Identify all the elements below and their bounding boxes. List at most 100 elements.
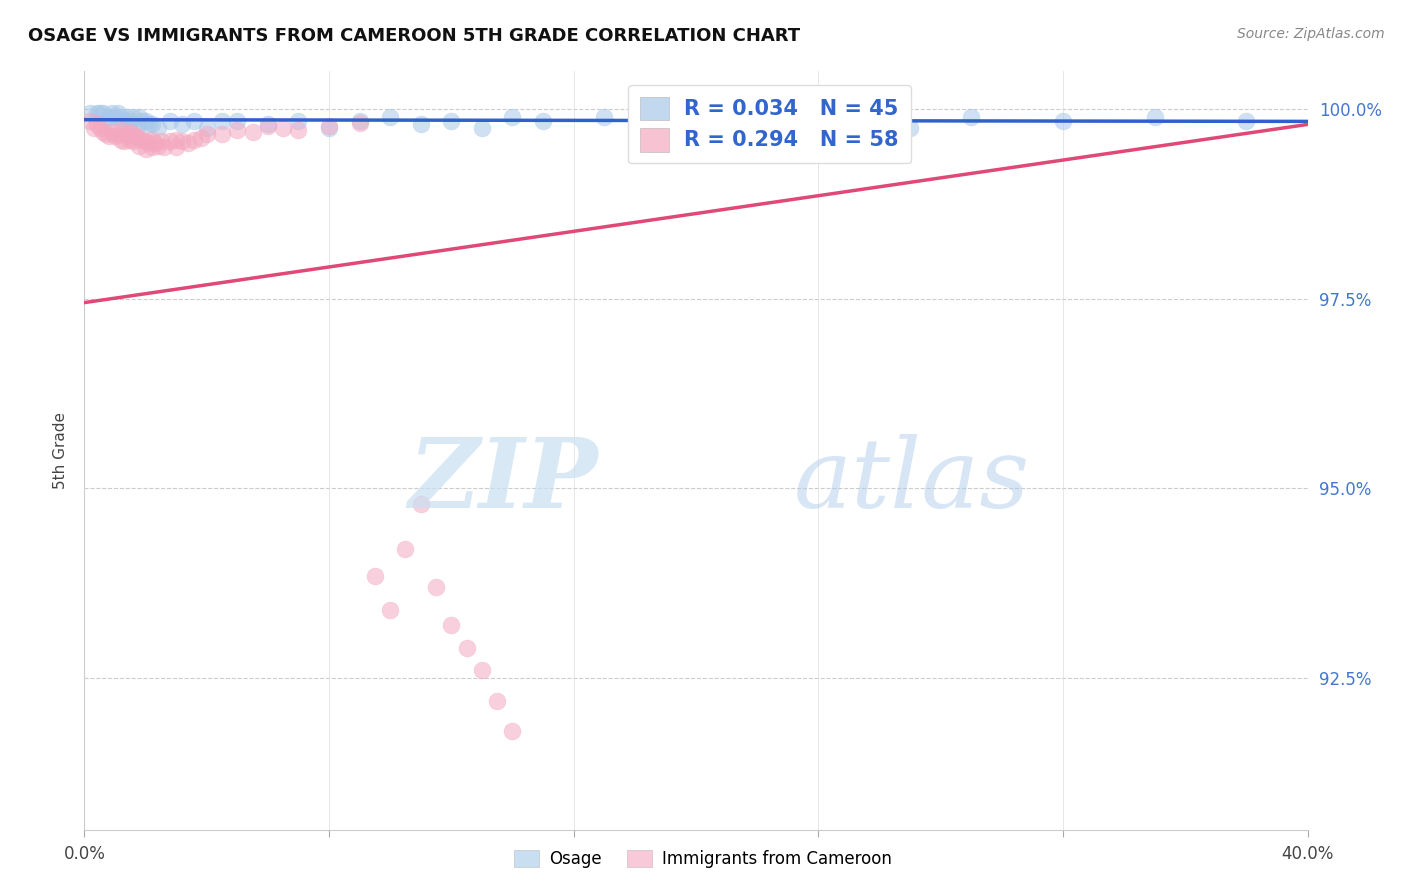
Point	[79, 113, 101, 128]
Point	[364, 568, 387, 582]
Point	[101, 106, 124, 120]
Point	[165, 140, 187, 154]
Point	[1052, 113, 1074, 128]
Point	[394, 542, 416, 557]
Point	[531, 113, 554, 128]
Point	[409, 117, 432, 131]
Point	[138, 136, 160, 151]
Point	[183, 113, 205, 128]
Point	[141, 117, 163, 131]
Point	[94, 127, 117, 141]
Point	[257, 119, 280, 133]
Point	[94, 113, 117, 128]
Point	[110, 132, 132, 146]
Point	[226, 123, 249, 137]
Point	[159, 113, 181, 128]
Point	[146, 138, 169, 153]
Point	[211, 127, 233, 141]
Point	[195, 127, 218, 141]
Legend: Osage, Immigrants from Cameroon: Osage, Immigrants from Cameroon	[508, 843, 898, 875]
Point	[115, 128, 138, 143]
Point	[128, 138, 150, 153]
Point	[318, 121, 340, 136]
Point	[409, 497, 432, 511]
Point	[380, 602, 402, 616]
Point	[115, 110, 138, 124]
Point	[380, 110, 402, 124]
Point	[149, 134, 172, 148]
Point	[471, 121, 494, 136]
Point	[1143, 110, 1166, 124]
Point	[1236, 113, 1258, 128]
Point	[143, 136, 166, 151]
Text: atlas: atlas	[794, 434, 1031, 528]
Point	[440, 617, 463, 632]
Legend: R = 0.034   N = 45, R = 0.294   N = 58: R = 0.034 N = 45, R = 0.294 N = 58	[628, 85, 911, 163]
Text: Source: ZipAtlas.com: Source: ZipAtlas.com	[1237, 27, 1385, 41]
Point	[135, 134, 157, 148]
Point	[146, 121, 169, 136]
Point	[104, 110, 127, 124]
Point	[138, 117, 160, 131]
Point	[125, 128, 148, 143]
Point	[242, 125, 264, 139]
Point	[226, 113, 249, 128]
Point	[122, 110, 145, 124]
Point	[86, 106, 108, 120]
Point	[776, 110, 799, 124]
Point	[131, 113, 153, 128]
Point	[120, 125, 142, 139]
Point	[112, 134, 135, 148]
Point	[107, 127, 129, 141]
Point	[172, 117, 194, 131]
Point	[502, 110, 524, 124]
Point	[440, 113, 463, 128]
Point	[471, 663, 494, 677]
Point	[125, 121, 148, 136]
Point	[287, 123, 309, 137]
Point	[172, 134, 194, 148]
Point	[425, 580, 447, 594]
Point	[141, 140, 163, 154]
Point	[502, 723, 524, 738]
Point	[91, 125, 114, 139]
Point	[153, 140, 176, 154]
Point	[257, 117, 280, 131]
Point	[135, 142, 157, 156]
Point	[110, 110, 132, 124]
Point	[456, 640, 478, 655]
Point	[486, 694, 509, 708]
Point	[131, 132, 153, 146]
Point	[685, 113, 707, 128]
Point	[110, 123, 132, 137]
Point	[97, 128, 120, 143]
Point	[898, 121, 921, 136]
Point	[128, 110, 150, 124]
Point	[287, 113, 309, 128]
Point	[141, 132, 163, 146]
Point	[112, 127, 135, 141]
Point	[271, 121, 294, 136]
Point	[107, 106, 129, 120]
Point	[83, 121, 105, 136]
Point	[318, 119, 340, 133]
Point	[128, 131, 150, 145]
Point	[122, 127, 145, 141]
Text: ZIP: ZIP	[409, 434, 598, 528]
Point	[86, 117, 108, 131]
Point	[183, 132, 205, 146]
Point	[120, 113, 142, 128]
Point	[97, 110, 120, 124]
Point	[349, 113, 371, 128]
Point	[104, 128, 127, 143]
Point	[165, 132, 187, 146]
Point	[122, 134, 145, 148]
Y-axis label: 5th Grade: 5th Grade	[53, 412, 69, 489]
Point	[159, 134, 181, 148]
Point	[960, 110, 983, 124]
Point	[211, 113, 233, 128]
Point	[89, 121, 111, 136]
Text: OSAGE VS IMMIGRANTS FROM CAMEROON 5TH GRADE CORRELATION CHART: OSAGE VS IMMIGRANTS FROM CAMEROON 5TH GR…	[28, 27, 800, 45]
Point	[349, 116, 371, 130]
Point	[101, 125, 124, 139]
